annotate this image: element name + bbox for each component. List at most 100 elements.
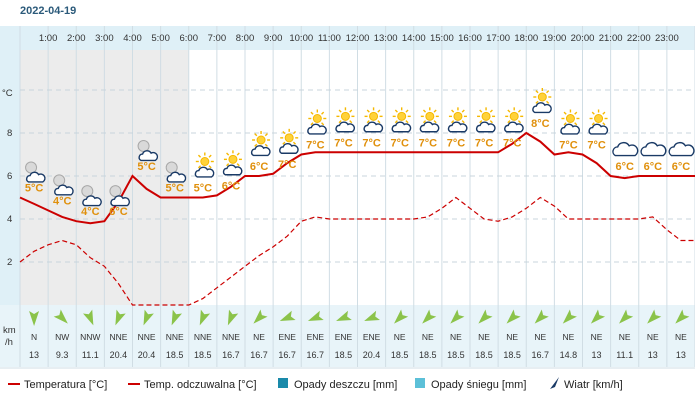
sun-ray xyxy=(517,120,522,124)
partly-sunny-icon xyxy=(504,107,524,133)
temp-label: 7°C xyxy=(362,137,381,149)
hour-label: 2:00 xyxy=(67,33,86,44)
sun-disc xyxy=(425,111,435,121)
wind-arrow-shape xyxy=(115,309,126,326)
cloudy-icon xyxy=(640,141,667,157)
cloud-shape xyxy=(194,166,215,178)
sun-disc xyxy=(481,111,491,121)
wind-arrow-icon xyxy=(53,309,68,324)
wind-direction-label: NE xyxy=(534,332,546,342)
cloud-shape xyxy=(504,121,524,133)
wind-speed-label: 18.5 xyxy=(391,350,409,360)
wind-direction-label: NE xyxy=(450,332,462,342)
wind-direction-label: NE xyxy=(422,332,434,342)
wind-arrow-shape xyxy=(450,309,465,324)
wind-arrow-icon xyxy=(647,309,662,324)
wind-direction-label: ENE xyxy=(363,332,381,342)
sun-ray xyxy=(591,122,595,126)
wind-direction-label: NE xyxy=(394,332,406,342)
wind-direction-label: NE xyxy=(647,332,659,342)
sun-ray xyxy=(451,109,455,113)
wind-speed-label: 13 xyxy=(676,350,686,360)
wind-arrow-icon xyxy=(336,310,352,322)
wind-speed-label: 13 xyxy=(592,350,602,360)
wind-speed-label: 13 xyxy=(648,350,658,360)
wind-arrow-icon xyxy=(227,309,239,326)
sun-ray xyxy=(433,120,437,124)
wind-arrow-shape xyxy=(506,309,521,324)
sun-ray xyxy=(602,111,606,115)
temp-label: 4°C xyxy=(53,195,72,207)
sun-ray xyxy=(321,122,325,126)
moon-disc xyxy=(53,174,66,187)
sun-ray xyxy=(197,165,202,169)
sun-ray xyxy=(377,120,381,124)
wind-arrow-shape xyxy=(394,309,409,324)
sun-ray xyxy=(422,109,427,113)
hour-label: 20:00 xyxy=(571,33,595,44)
temp-label: 7°C xyxy=(306,140,325,152)
legend-swatch-box xyxy=(278,378,288,388)
night-cloudy-icon xyxy=(165,161,187,183)
sun-disc xyxy=(228,154,238,164)
sun-ray xyxy=(433,109,437,113)
temp-label: 6°C xyxy=(615,161,634,173)
partly-sunny-icon xyxy=(279,128,299,154)
sun-ray xyxy=(321,111,325,115)
cloud-shape xyxy=(222,164,243,176)
wind-arrow-icon xyxy=(364,310,380,322)
cloud-shape xyxy=(532,102,552,114)
temp-label: 7°C xyxy=(334,137,353,149)
hour-label: 9:00 xyxy=(264,33,283,44)
cloud-shape xyxy=(476,121,496,133)
wind-direction-label: NNE xyxy=(166,332,184,342)
wind-arrow-icon xyxy=(619,309,634,324)
wind-arrow-shape xyxy=(422,309,437,324)
sun-disc xyxy=(397,111,407,121)
sun-ray xyxy=(366,120,370,124)
wind-arrow-shape xyxy=(227,309,239,326)
sun-ray xyxy=(208,165,212,169)
sun-ray xyxy=(591,111,595,115)
wind-arrow-icon xyxy=(450,309,465,324)
sun-disc xyxy=(594,114,604,123)
sun-ray xyxy=(489,109,493,113)
sun-ray xyxy=(461,109,465,113)
hour-label: 1:00 xyxy=(39,33,58,44)
sun-ray xyxy=(366,109,370,113)
y-tick-label: 8 xyxy=(7,128,12,139)
night-cloudy-icon xyxy=(137,140,159,162)
legend-label: Opady deszczu [mm] xyxy=(294,379,397,391)
sun-ray xyxy=(197,154,202,158)
sun-ray xyxy=(602,122,606,126)
sun-disc xyxy=(284,133,294,143)
hour-label: 10:00 xyxy=(289,33,313,44)
cloudy-icon xyxy=(668,141,695,157)
sun-ray xyxy=(264,143,268,147)
partly-sunny-icon xyxy=(447,107,468,133)
partly-sunny-icon xyxy=(560,109,580,135)
temp-label: 7°C xyxy=(587,140,606,152)
sun-ray xyxy=(349,109,353,113)
hour-label: 21:00 xyxy=(599,33,623,44)
wind-speed-label: 9.3 xyxy=(56,350,69,360)
series-line-temperature xyxy=(19,131,695,225)
legend-label: Wiatr [km/h] xyxy=(564,379,623,391)
sun-ray xyxy=(507,109,511,113)
wind-direction-label: NE xyxy=(591,332,603,342)
wind-unit-label: km xyxy=(3,325,16,336)
partly-sunny-icon xyxy=(419,107,440,133)
sun-ray xyxy=(338,109,342,113)
hour-label: 18:00 xyxy=(514,33,538,44)
cloud-shape xyxy=(640,141,667,157)
cloud-shape xyxy=(588,123,609,135)
sun-ray xyxy=(310,122,314,126)
wind-speed-label: 20.4 xyxy=(363,350,381,360)
hour-label: 6:00 xyxy=(180,33,199,44)
wind-arrow-shape xyxy=(53,309,68,324)
wind-speed-label: 18.5 xyxy=(503,350,521,360)
hour-header-bg xyxy=(0,26,695,50)
cloud-shape xyxy=(26,171,46,183)
sun-ray xyxy=(254,133,258,137)
